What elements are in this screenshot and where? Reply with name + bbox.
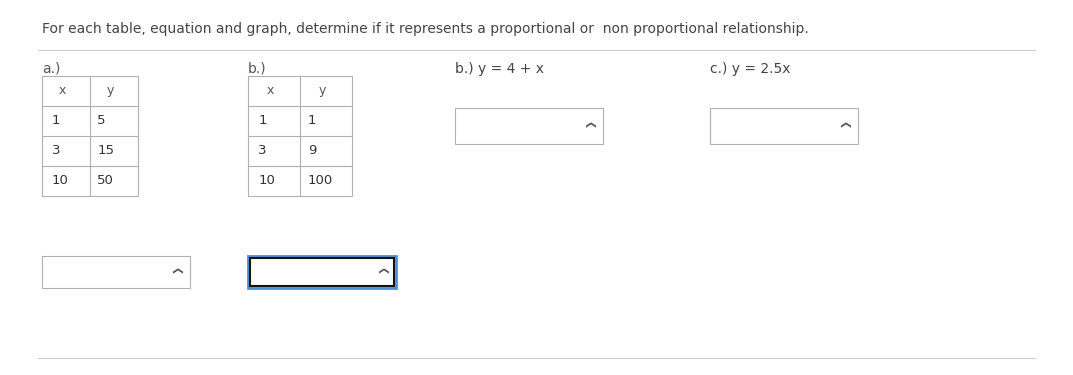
Text: ❮: ❮ bbox=[584, 121, 594, 129]
Bar bbox=[248, 76, 352, 196]
Text: 1: 1 bbox=[308, 114, 317, 128]
Text: x: x bbox=[266, 84, 274, 98]
Bar bbox=[42, 256, 190, 288]
Text: ❮: ❮ bbox=[839, 121, 849, 129]
Text: b.): b.) bbox=[248, 62, 266, 76]
Bar bbox=[248, 256, 396, 288]
Text: b.) y = 4 + x: b.) y = 4 + x bbox=[455, 62, 544, 76]
Text: 9: 9 bbox=[308, 144, 317, 158]
Text: 5: 5 bbox=[98, 114, 106, 128]
Text: a.): a.) bbox=[42, 62, 60, 76]
Text: 1: 1 bbox=[52, 114, 60, 128]
Bar bbox=[455, 108, 603, 144]
Bar bbox=[710, 108, 858, 144]
Text: 100: 100 bbox=[308, 174, 333, 188]
Bar bbox=[250, 258, 394, 286]
Text: 50: 50 bbox=[98, 174, 114, 188]
Bar bbox=[42, 76, 138, 196]
Text: For each table, equation and graph, determine if it represents a proportional or: For each table, equation and graph, dete… bbox=[42, 22, 809, 36]
Text: 10: 10 bbox=[52, 174, 69, 188]
Text: 3: 3 bbox=[259, 144, 267, 158]
Text: ❮: ❮ bbox=[171, 267, 181, 275]
Text: c.) y = 2.5x: c.) y = 2.5x bbox=[710, 62, 791, 76]
Text: 3: 3 bbox=[52, 144, 60, 158]
Text: 15: 15 bbox=[98, 144, 114, 158]
Text: y: y bbox=[319, 84, 325, 98]
Text: 1: 1 bbox=[259, 114, 267, 128]
Text: y: y bbox=[107, 84, 114, 98]
Text: ❮: ❮ bbox=[377, 267, 387, 275]
Text: x: x bbox=[59, 84, 67, 98]
Text: 10: 10 bbox=[259, 174, 276, 188]
